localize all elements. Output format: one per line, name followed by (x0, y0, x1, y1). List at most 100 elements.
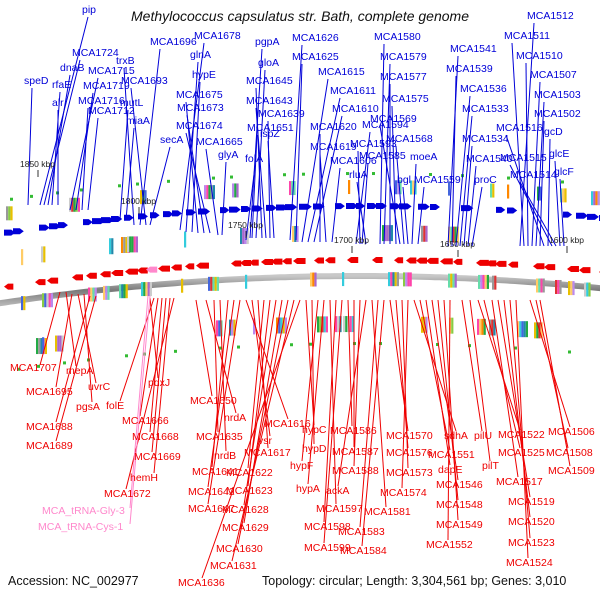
cog-block (109, 238, 112, 255)
forward-gene-label: MCA1625 (292, 51, 339, 63)
leader-line (289, 44, 303, 241)
label-leader-lines (27, 16, 571, 579)
cog-block (61, 335, 64, 352)
cog-block (21, 296, 24, 311)
trna-gene-label: MCA_tRNA-Gly-3 (42, 505, 125, 517)
cog-block (536, 278, 539, 293)
cog-block (119, 284, 122, 299)
leader-line (125, 127, 135, 221)
cog-block (233, 319, 236, 336)
leader-line (443, 299, 459, 521)
dot-marker (436, 342, 439, 346)
cog-block (206, 185, 209, 200)
reverse-gene-label: MCA1519 (508, 496, 555, 508)
leader-line (69, 77, 99, 211)
cog-block (145, 282, 148, 297)
cog-block (140, 190, 143, 205)
cog-block (425, 225, 428, 242)
forward-gene-label: folA (245, 153, 263, 165)
cog-block (40, 338, 43, 355)
forward-gene-arrow (276, 204, 288, 211)
reverse-gene-label: MCA1581 (364, 506, 411, 518)
reverse-gene-arrow (508, 261, 519, 268)
kbp-label: 1600 kbp (549, 235, 584, 245)
leader-line (55, 295, 97, 442)
reverse-gene-label: vsr (258, 435, 273, 447)
cog-block (448, 226, 451, 243)
reverse-gene-arrow (231, 260, 242, 267)
reverse-gene-arrow (486, 260, 497, 267)
dot-marker (568, 350, 571, 354)
feature-tracks (4, 172, 600, 371)
forward-gene-label: MCA1724 (72, 47, 119, 59)
map-title: Methylococcus capsulatus str. Bath, comp… (131, 8, 469, 24)
reverse-gene-arrow (544, 264, 556, 271)
cog-block (212, 276, 215, 291)
reverse-gene-label: MCA1641 (192, 466, 239, 478)
leader-line (371, 299, 387, 508)
cog-block (405, 272, 408, 287)
dot-marker (372, 172, 375, 176)
reverse-gene-label: MCA1522 (498, 429, 545, 441)
cog-block (6, 206, 9, 221)
reverse-gene-label: nrdA (224, 412, 246, 424)
leader-line (231, 299, 295, 562)
cog-block (129, 236, 132, 253)
leader-line (185, 132, 211, 234)
cog-block (319, 316, 322, 333)
leader-line (245, 165, 256, 241)
leader-line (509, 164, 553, 247)
leader-line (307, 97, 341, 243)
forward-gene-arrow (576, 212, 588, 219)
leader-line (447, 299, 451, 541)
forward-gene-arrow (507, 207, 518, 214)
cog-block (507, 184, 510, 199)
dot-marker (167, 179, 170, 183)
reverse-gene-arrow (261, 259, 273, 266)
leader-line (130, 87, 147, 226)
forward-gene-label: MCA1540 (466, 153, 513, 165)
forward-gene-label: pgpA (255, 36, 280, 48)
forward-gene-label: MCA1620 (310, 121, 357, 133)
dot-marker (118, 184, 121, 188)
cog-block (214, 276, 217, 291)
leader-line (425, 299, 451, 466)
leader-line (149, 146, 171, 226)
cog-block (73, 197, 76, 212)
forward-gene-label: MCA1610 (332, 103, 379, 115)
leader-line (337, 299, 367, 487)
forward-gene-label: MCA1693 (121, 75, 168, 87)
leader-line (509, 299, 531, 539)
forward-gene-arrow (101, 217, 114, 224)
forward-gene-label: MCA1503 (534, 89, 581, 101)
cog-block (127, 236, 130, 253)
forward-gene-label: MCA1719 (83, 80, 130, 92)
forward-gene-arrow (390, 203, 401, 210)
cog-block (477, 318, 480, 335)
leader-line (471, 186, 483, 247)
cog-block (386, 225, 389, 242)
leader-line (153, 297, 171, 474)
leader-line (201, 299, 301, 579)
kbp-scale: 1850 kbp 1800 kbp 1750 kbp 1700 kbp 1650 kbp… (20, 159, 584, 257)
cog-block (584, 282, 587, 297)
cog-block (450, 226, 453, 243)
forward-gene-label: bgl (397, 174, 411, 186)
kbp-label: 1700 kbp (334, 235, 369, 245)
cog-block (204, 185, 207, 200)
cog-block (284, 317, 287, 334)
leader-line (419, 299, 451, 451)
dot-marker (80, 188, 83, 192)
cog-block (384, 225, 387, 242)
reverse-gene-arrow (282, 258, 292, 265)
cog-block (94, 287, 97, 302)
cog-block (21, 249, 24, 266)
cog-block (292, 225, 295, 242)
forward-gene-label: MCA1619 (310, 141, 357, 153)
cog-block (325, 316, 328, 333)
reverse-gene-arrow (137, 267, 148, 274)
cog-block (337, 316, 340, 333)
cog-block (345, 316, 348, 333)
reverse-gene-arrow (249, 259, 259, 266)
cog-block (92, 287, 95, 302)
